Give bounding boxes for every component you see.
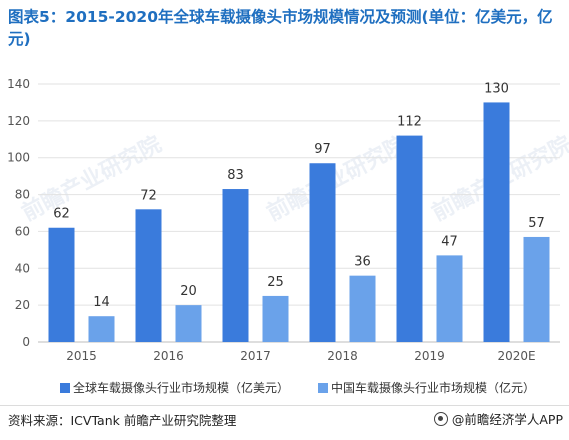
x-axis: 2015 2016 2017 2018 2019 2020E bbox=[38, 341, 560, 363]
x-tick-label: 2016 bbox=[153, 349, 184, 363]
legend-label-china: 中国车载摄像头行业市场规模（亿元） bbox=[331, 381, 536, 395]
bar-china bbox=[175, 305, 202, 342]
y-axis: 0 20 40 60 80 100 120 140 bbox=[7, 77, 30, 349]
legend-swatch-global bbox=[60, 382, 70, 393]
y-tick-label: 60 bbox=[15, 224, 30, 238]
legend-label-global: 全球车载摄像头行业市场规模（亿美元） bbox=[73, 381, 290, 395]
bar-china bbox=[523, 236, 550, 342]
y-tick-label: 80 bbox=[15, 188, 30, 202]
footer-divider bbox=[0, 405, 569, 406]
bar-global bbox=[222, 189, 249, 342]
gridlines bbox=[38, 83, 560, 306]
y-tick-label: 0 bbox=[22, 335, 30, 349]
y-tick-label: 140 bbox=[7, 77, 30, 91]
legend-swatch-china bbox=[318, 382, 328, 393]
data-label: 83 bbox=[227, 168, 244, 183]
y-tick-label: 100 bbox=[7, 151, 30, 165]
bar-global bbox=[48, 227, 75, 342]
data-labels: 62 72 83 97 112 130 14 20 25 36 47 57 bbox=[53, 81, 545, 310]
bar-china bbox=[436, 255, 463, 342]
data-label: 62 bbox=[53, 207, 70, 222]
brand-credit: @前瞻经济学人APP bbox=[433, 409, 563, 428]
brand-text: @前瞻经济学人APP bbox=[451, 412, 563, 427]
data-label: 47 bbox=[441, 234, 458, 249]
data-label: 14 bbox=[93, 295, 110, 310]
legend-item-global: 全球车载摄像头行业市场规模（亿美元） bbox=[60, 379, 289, 396]
bar-china bbox=[88, 316, 115, 342]
data-label: 72 bbox=[140, 188, 157, 203]
bar-global bbox=[309, 163, 336, 342]
chart-title: 图表5：2015-2020年全球车载摄像头市场规模情况及预测(单位：亿美元，亿元… bbox=[8, 8, 553, 48]
bars bbox=[48, 102, 550, 342]
x-tick-label: 2018 bbox=[327, 349, 358, 363]
legend-item-china: 中国车载摄像头行业市场规模（亿元） bbox=[318, 379, 535, 396]
x-tick-label: 2017 bbox=[240, 349, 271, 363]
x-tick-label: 2020E bbox=[497, 349, 535, 363]
bar-global bbox=[135, 209, 162, 342]
y-tick-label: 20 bbox=[15, 298, 30, 312]
bar-china bbox=[349, 275, 376, 342]
bar-chart: 前瞻产业研究院前瞻产业研究院前瞻产业研究院 020406080100120140… bbox=[7, 77, 569, 363]
watermark-text: 前瞻产业研究院 bbox=[263, 131, 411, 226]
x-tick-label: 2015 bbox=[66, 349, 97, 363]
data-label: 112 bbox=[397, 115, 422, 130]
y-tick-label: 40 bbox=[15, 261, 30, 275]
source-note: 资料来源：ICVTank 前瞻产业研究院整理 bbox=[8, 413, 237, 428]
bar-china bbox=[262, 295, 289, 342]
data-label: 25 bbox=[267, 275, 284, 290]
bar-global bbox=[396, 135, 423, 342]
x-tick-label: 2019 bbox=[414, 349, 445, 363]
bar-global bbox=[483, 102, 510, 342]
data-label: 97 bbox=[314, 142, 331, 157]
legend: 全球车载摄像头行业市场规模（亿美元） 中国车载摄像头行业市场规模（亿元） bbox=[60, 379, 560, 397]
data-label: 36 bbox=[354, 255, 371, 270]
data-label: 20 bbox=[180, 284, 197, 299]
data-label: 57 bbox=[528, 216, 545, 231]
data-label: 130 bbox=[484, 81, 509, 96]
brand-logo-icon bbox=[433, 411, 448, 426]
y-tick-label: 120 bbox=[7, 114, 30, 128]
